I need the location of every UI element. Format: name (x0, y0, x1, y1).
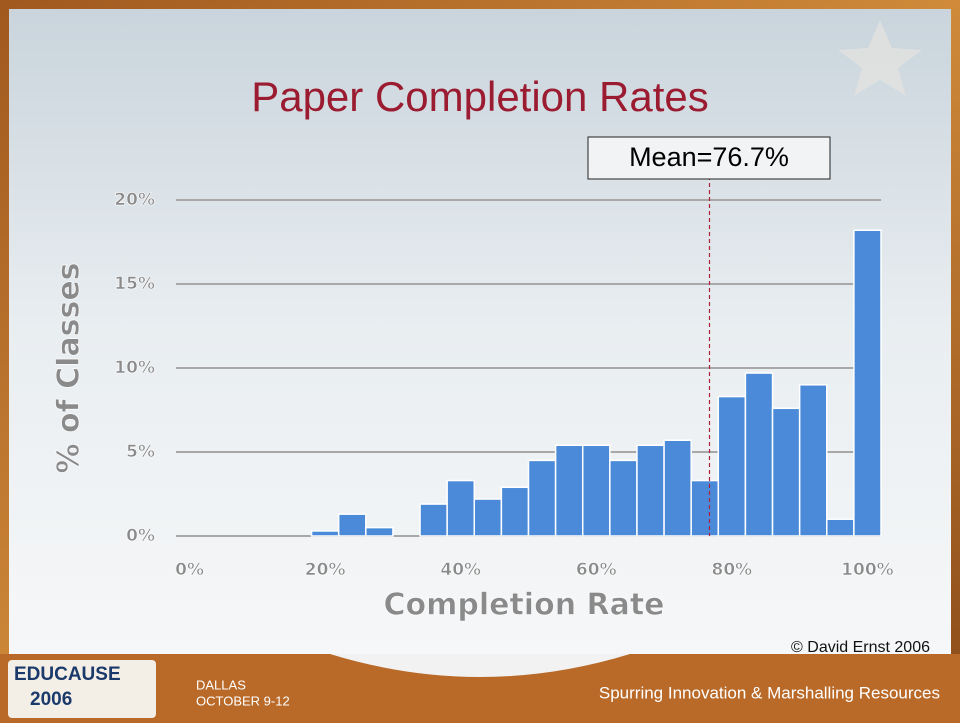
y-tick-label: 5% (126, 442, 155, 462)
x-tick-label: 0% (175, 560, 204, 580)
year: 2006 (30, 689, 72, 710)
y-tick-label: 20% (114, 190, 155, 210)
x-tick-label: 40% (440, 560, 481, 580)
bar (637, 445, 664, 536)
brand: EDUCAUSE (14, 664, 121, 685)
bar (773, 408, 800, 536)
credit: © David Ernst 2006 (791, 639, 930, 656)
bar (610, 460, 637, 536)
y-tick-label: 0% (126, 526, 155, 546)
bar (474, 499, 501, 536)
bar (501, 487, 528, 536)
bar (827, 519, 854, 536)
y-tick-label: 10% (114, 358, 155, 378)
slogan: Spurring Innovation & Marshalling Resour… (599, 683, 940, 702)
bar (447, 481, 474, 536)
x-tick-label: 80% (712, 560, 753, 580)
bar (420, 504, 447, 536)
city: DALLAS (196, 677, 246, 692)
bar (718, 397, 745, 536)
dates: OCTOBER 9-12 (196, 693, 290, 708)
bar (556, 445, 583, 536)
y-axis-label: % of Classes (52, 262, 87, 473)
slide: EDUCAUSE 2006 DALLAS OCTOBER 9-12 Spurri… (0, 0, 960, 723)
bar (529, 460, 556, 536)
x-tick-label: 20% (305, 560, 346, 580)
bar (366, 528, 393, 536)
bar (312, 531, 339, 536)
bar (664, 440, 691, 536)
x-axis-label: Completion Rate (383, 588, 664, 623)
bar (691, 481, 718, 536)
chart-title: Paper Completion Rates (251, 73, 709, 120)
bar (745, 373, 772, 536)
x-tick-label: 100% (841, 560, 894, 580)
bar (800, 385, 827, 536)
y-tick-label: 15% (114, 274, 155, 294)
bar (339, 514, 366, 536)
mean-label: Mean=76.7% (629, 142, 789, 172)
bar (854, 230, 881, 536)
x-tick-label: 60% (576, 560, 617, 580)
bar (583, 445, 610, 536)
